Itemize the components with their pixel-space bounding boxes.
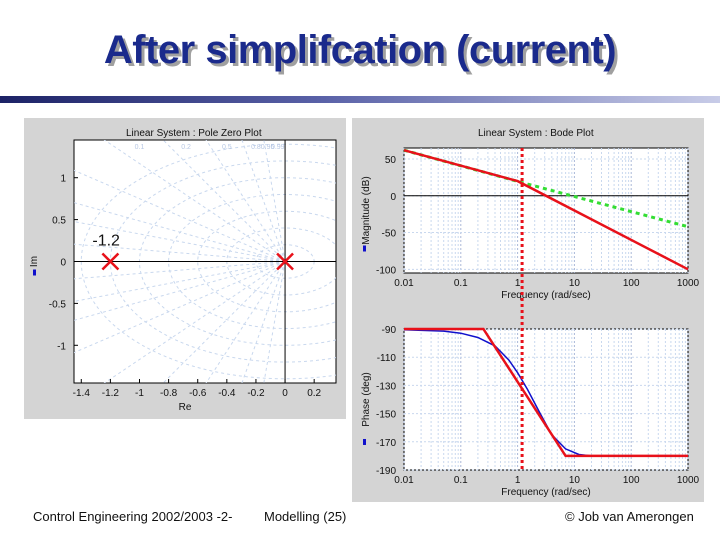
pz-damping-ray [241,261,286,383]
pz-ytick-label: 1 [60,174,66,185]
mag-asymptote-red [403,148,689,271]
phase-plot-area [403,328,689,471]
bode-panel: Linear System : Bode Plot 50 0 -50 -100 0.01… [352,118,704,502]
pz-ytick-label: -0.5 [49,299,67,310]
phase-xtick-label: 0.1 [454,475,468,486]
phase-ylabel: Phase (deg) [361,372,372,426]
pz-damping-ray [74,261,286,321]
mag-xlabel: Frequency (rad/sec) [501,290,590,301]
pz-ytick-label: 0 [60,258,66,269]
mag-ylabel-marker [363,245,366,252]
pz-ytick-label: -1 [57,341,66,352]
pz-ylabel: Im [29,256,40,267]
pz-xtick-label: -1.2 [102,388,120,399]
phase-asymptote-red [404,327,688,458]
pz-damping-ray [74,202,286,262]
mag-ytick-label: 0 [390,192,396,203]
pz-ylabel-marker [33,269,36,276]
pz-damping-ray [263,140,286,262]
pole-zero-chart: 0.1 0.2 0.5 0.8 0.950.99 -1.4 -1.2 -1 -0.8 -0.6 -0… [29,139,337,413]
pz-damping-ray [263,261,286,383]
phase-ytick-label: -90 [382,325,397,336]
pz-xtick-label: -0.4 [218,388,236,399]
footer-course: Control Engineering 2002/2003 -2- [33,509,233,524]
pz-damping-label: 0.5 [222,144,232,151]
mag-xtick-label: 100 [623,278,640,289]
pz-xlabel: Re [179,402,192,413]
phase-xtick-label: 100 [623,475,640,486]
mag-ylabel: Magnitude (dB) [361,176,372,244]
pz-damping-label: 0.2 [181,144,191,151]
mag-xtick-label: 0.1 [454,278,468,289]
phase-ytick-label: -110 [377,353,397,364]
phase-xtick-label: 0.01 [394,475,414,486]
pz-xtick-label: -0.2 [247,388,265,399]
pole-marker [276,252,294,271]
pz-damping-ray [241,140,286,262]
pz-damping-ray [205,140,286,262]
pz-xtick-label: -1 [135,388,144,399]
title-underline [0,96,720,103]
mag-xtick-label: 1 [515,278,521,289]
pz-damping-ray [74,261,286,302]
mag-plot-area [403,147,689,274]
pz-damping-label: 0.99 [271,144,285,151]
phase-ytick-label: -150 [376,410,396,421]
pz-xtick-label: -0.6 [189,388,207,399]
bode-plot-title: Linear System : Bode Plot [478,128,594,139]
pz-damping-ray [74,221,286,262]
pz-damping-label: 0.95 [261,144,275,151]
pole-zero-panel: Linear System : Pole Zero Plot 0.1 0.2 0.5… [24,118,346,419]
phase-xtick-label: 10 [569,475,581,486]
phase-ytick-label: -190 [376,466,396,477]
mag-xtick-label: 0.01 [394,278,414,289]
pz-damping-ray [205,261,286,383]
footer-copyright: © Job van Amerongen [565,509,694,524]
pz-damping-label: 0.8 [251,144,261,151]
pz-xtick-label: -1.4 [73,388,91,399]
mag-ytick-label: -100 [376,265,396,276]
pole-marker [101,252,120,271]
phase-xtick-label: 1 [515,475,521,486]
phase-ytick-label: -130 [376,381,396,392]
footer-slide-number: Modelling (25) [264,509,347,524]
mag-ytick-label: -50 [382,229,397,240]
pz-damping-label: 0.1 [135,144,145,151]
pz-xtick-label: 0.2 [307,388,321,399]
slide-title: After simplifcation (current) [103,28,617,72]
pz-xtick-label: -0.8 [160,388,178,399]
mag-xtick-label: 1000 [677,278,700,289]
pz-damping-ray [74,243,286,262]
pz-ytick-label: 0.5 [52,216,66,227]
phase-xlabel: Frequency (rad/sec) [501,487,590,498]
mag-ytick-label: 50 [385,155,397,166]
phase-ytick-label: -170 [376,438,396,449]
pz-damping-ray [74,261,286,280]
phase-xtick-label: 1000 [677,475,700,486]
mag-xtick-label: 10 [569,278,581,289]
pz-plot-title: Linear System : Pole Zero Plot [126,128,262,139]
bode-chart: 50 0 -50 -100 0.01 0.1 1 10 100 1000 Frequency (ra… [361,147,700,498]
phase-ylabel-marker [363,438,366,445]
pz-xtick-label: 0 [282,388,288,399]
pole-annotation: -1.2 [92,233,120,250]
